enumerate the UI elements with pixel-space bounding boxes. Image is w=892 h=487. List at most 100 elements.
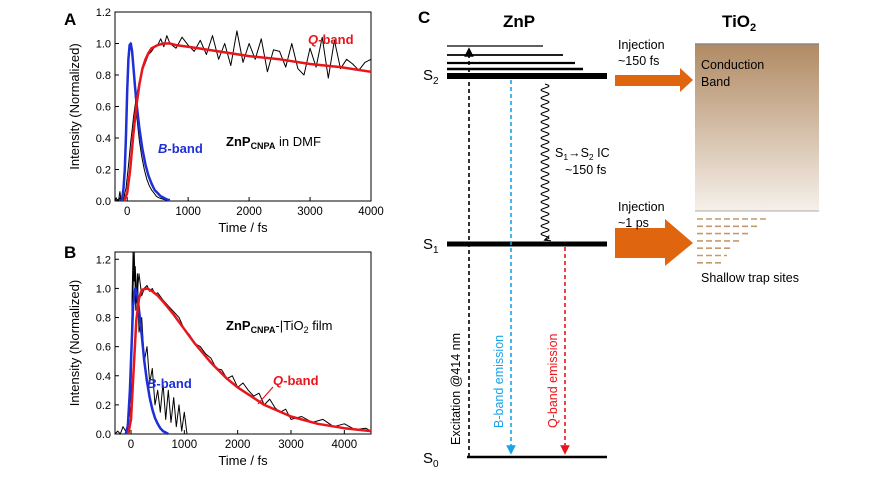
ic-label-s2: S [581,146,589,160]
panel-b-ytick-label-3: 0.6 [96,342,111,354]
injection-fast-line2: ~150 fs [618,54,659,68]
s1-label-main: S [423,236,433,253]
panel-b-annotation-rest: -|TiO [275,318,303,333]
panel-a-xtick-label-4: 4000 [358,206,384,218]
panel-b-xtick-label-2: 2000 [225,439,251,451]
s0-label-main: S [423,450,433,467]
panel-a-series-q-band-fit [122,42,372,202]
excitation-label: Excitation @414 nm [449,333,463,445]
panel-b-annotation: ZnPCNPA-|TiO2 film [226,318,332,335]
ic-label-arrow: → [568,146,581,160]
injection-slow-arrow [615,219,693,266]
panel-b-b-label-italic: B [147,376,156,391]
panel-a-ytick-label-1: 0.2 [96,165,111,177]
s1-label: S1 [423,236,439,256]
ic-time-label: ~150 fs [565,163,606,177]
panel-a-series-b-band-fit [119,42,171,202]
panel-b-ytick-label-6: 1.2 [96,254,111,266]
injection-slow-line1: Injection [618,200,665,214]
panel-a-ytick-label-4: 0.8 [96,70,111,82]
ic-label-sub2: 2 [589,152,594,162]
panel-c: C ZnP TiO2 S2 S1 S0 Excitation @414 nm B… [418,8,819,470]
panel-a-xtick-label-2: 2000 [236,206,262,218]
panel-b: B 0 1000 2000 3000 4000 0.0 0.2 0.4 0.6 0.8 1.0 1.2… [64,243,372,468]
panel-a-b-label-rest: -band [167,141,202,156]
injection-fast-arrow [615,68,693,92]
panel-a-ytick-label-3: 0.6 [96,102,111,114]
znp-title: ZnP [503,12,535,31]
panel-b-q-pointer [257,386,274,405]
panel-a-ytick-label-0: 0.0 [96,196,111,208]
panel-a-q-label: Q-band [308,32,354,47]
ic-label: S1→S2 IC [555,146,610,162]
panel-b-series-q-band [114,251,372,435]
panel-b-plot: 0 1000 2000 3000 4000 0.0 0.2 0.4 0.6 0.8 1.0 1.2 Ti… [67,251,372,468]
panel-b-xlabel: Time / fs [218,453,268,468]
panel-a-ytick-label-6: 1.2 [96,7,111,19]
panel-b-q-label: Q-band [273,373,319,388]
panel-a-annotation-rest: in DMF [275,134,321,149]
panel-b-b-label: B-band [147,376,192,391]
panel-b-annotation-rest2: film [309,318,333,333]
panel-a-xtick-label-0: 0 [124,206,130,218]
ic-label-s: S [555,146,563,160]
panel-a-b-label-italic: B [158,141,167,156]
panel-b-ytick-label-4: 0.8 [96,313,111,325]
panel-a-xtick-label-3: 3000 [297,206,323,218]
s2-label: S2 [423,67,439,87]
panel-a-ytick-label-5: 1.0 [96,39,111,51]
b-emission-label: B-band emission [492,335,506,428]
ic-label-rest: IC [594,146,610,160]
conduction-band [695,44,819,211]
panel-a-letter: A [64,10,76,29]
conduction-band-line1: Conduction [701,58,764,72]
panel-b-b-label-rest: -band [156,376,191,391]
injection-slow-line2: ~1 ps [618,216,649,230]
ic-label-sub1: 1 [563,152,568,162]
panel-b-ytick-label-1: 0.2 [96,400,111,412]
panel-b-ytick-label-0: 0.0 [96,429,111,441]
panel-b-xtick-label-0: 0 [128,439,134,451]
tio2-title-sub: 2 [750,22,756,34]
panel-b-series-b-band-fit [124,287,169,436]
panel-a-annotation-sub: CNPA [251,141,276,151]
tio2-title-main: TiO [722,12,750,31]
panel-a-ytick-label-2: 0.4 [96,133,111,145]
s1-label-sub: 1 [433,245,439,256]
s0-label: S0 [423,450,439,470]
panel-b-ytick-label-2: 0.4 [96,371,111,383]
panel-a-xtick-label-1: 1000 [175,206,201,218]
panel-b-ytick-label-5: 1.0 [96,283,111,295]
panel-b-q-label-rest: -band [283,373,318,388]
s2-label-sub: 2 [433,76,439,87]
panel-a-annotation: ZnPCNPA in DMF [226,134,321,151]
trap-sites [697,218,769,264]
panel-c-letter: C [418,8,430,27]
injection-fast-line1: Injection [618,38,665,52]
panel-b-xtick-label-1: 1000 [172,439,198,451]
panel-b-q-label-italic: Q [273,373,283,388]
panel-a: A 0 1000 2000 3000 4000 0.0 0.2 0.4 0.6 0.8 1.0 1.2… [64,7,384,235]
panel-a-ylabel: Intensity (Normalized) [67,43,82,169]
panel-b-xtick-label-3: 3000 [278,439,304,451]
s2-label-main: S [423,67,433,84]
panel-b-series-q-band-fit [127,287,372,435]
panel-b-annotation-sub2: 2 [304,325,309,335]
conduction-band-line2: Band [701,75,730,89]
panel-a-b-label: B-band [158,141,203,156]
panel-b-annotation-sub: CNPA [251,325,276,335]
panel-b-ylabel: Intensity (Normalized) [67,280,82,406]
trap-sites-label: Shallow trap sites [701,271,799,285]
s0-label-sub: 0 [433,459,439,470]
panel-b-frame [114,251,372,435]
panel-a-series-q-band [114,30,372,202]
panel-a-annotation-main: ZnP [226,134,251,149]
q-emission-label: Q-band emission [546,333,560,428]
panel-b-annotation-main: ZnP [226,318,251,333]
panel-b-xtick-label-4: 4000 [332,439,358,451]
tio2-title: TiO2 [722,12,756,34]
panel-b-series-b-band [125,251,188,435]
panel-a-xlabel: Time / fs [218,220,268,235]
panel-a-plot: 0 1000 2000 3000 4000 0.0 0.2 0.4 0.6 0.8 1.0 1.2 Ti… [67,7,384,235]
